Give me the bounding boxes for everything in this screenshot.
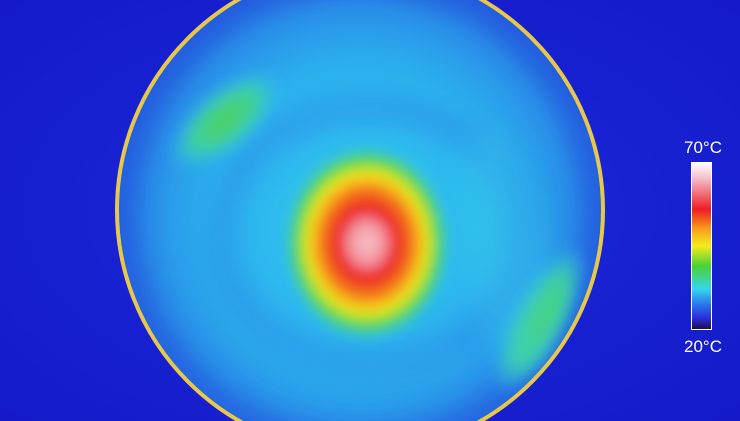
hot-spot <box>285 147 449 339</box>
scale-min-label: 20°C <box>684 337 722 356</box>
scale-max-label: 70°C <box>684 138 722 157</box>
warm-streak-upper-left <box>167 68 283 172</box>
plate-ring <box>115 0 605 421</box>
temperature-scale-bar <box>691 162 712 330</box>
